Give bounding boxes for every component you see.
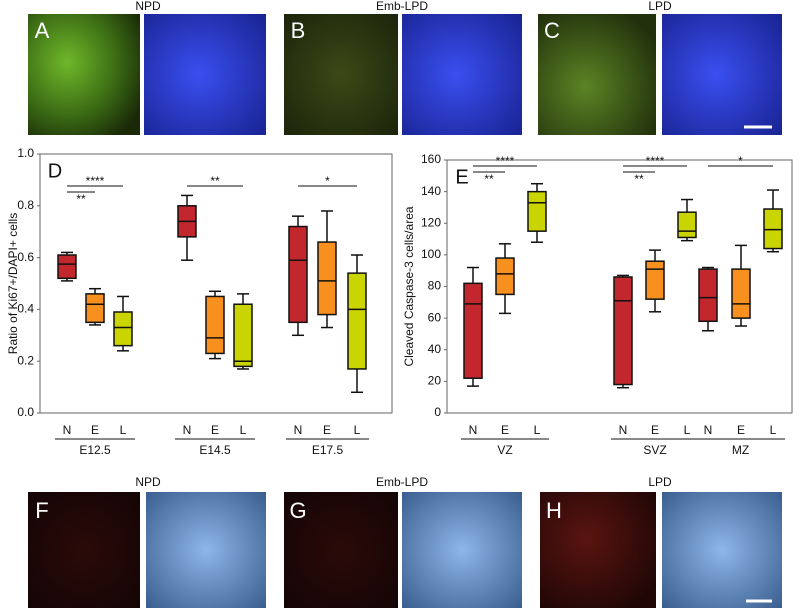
y-tick-label: 0.8 bbox=[17, 198, 34, 212]
box bbox=[347, 272, 367, 370]
y-tick-label: 100 bbox=[421, 247, 441, 261]
box bbox=[205, 295, 225, 355]
image bbox=[28, 492, 140, 608]
image bbox=[538, 14, 656, 135]
group-label: E12.5 bbox=[79, 443, 111, 457]
y-tick-label: 0.2 bbox=[17, 353, 34, 367]
y-tick-label: 20 bbox=[428, 374, 442, 388]
y-tick-label: 80 bbox=[428, 279, 442, 293]
group-label: E17.5 bbox=[312, 443, 344, 457]
box bbox=[731, 268, 751, 319]
image bbox=[662, 14, 782, 135]
image-panels bbox=[28, 14, 782, 608]
y-axis-label: Ratio of Ki67+/DAPI+ cells bbox=[6, 213, 20, 354]
image bbox=[144, 14, 266, 135]
group-label: E14.5 bbox=[199, 443, 231, 457]
y-tick-label: 40 bbox=[428, 342, 442, 356]
box bbox=[495, 257, 515, 296]
significance-label: **** bbox=[496, 154, 515, 168]
significance-label: ** bbox=[484, 172, 494, 186]
y-tick-label: 0 bbox=[434, 405, 441, 419]
panel-letter: B bbox=[291, 18, 306, 43]
box bbox=[463, 282, 483, 379]
panel-letter: A bbox=[35, 18, 50, 43]
panel-title: Emb-LPD bbox=[376, 0, 428, 13]
panel-title: Emb-LPD bbox=[376, 475, 428, 489]
image bbox=[402, 14, 522, 135]
image bbox=[284, 14, 398, 135]
y-axis-label: Cleaved Caspase-3 cells/area bbox=[402, 206, 416, 366]
image bbox=[540, 492, 656, 608]
x-tick-label: N bbox=[704, 423, 713, 437]
x-tick-label: N bbox=[63, 423, 72, 437]
x-tick-label: L bbox=[770, 423, 777, 437]
group-label: SVZ bbox=[643, 443, 666, 457]
box bbox=[613, 276, 633, 386]
image bbox=[28, 14, 140, 135]
panel-title: NPD bbox=[135, 475, 161, 489]
box bbox=[645, 260, 665, 300]
y-tick-label: 0.4 bbox=[17, 302, 34, 316]
panel-letter: G bbox=[289, 498, 306, 523]
x-tick-label: E bbox=[501, 423, 509, 437]
image bbox=[402, 492, 522, 608]
x-tick-label: N bbox=[183, 423, 192, 437]
x-tick-label: L bbox=[684, 423, 691, 437]
significance-label: **** bbox=[86, 174, 105, 188]
x-tick-label: L bbox=[534, 423, 541, 437]
box bbox=[527, 190, 547, 232]
panel-letter: E bbox=[455, 166, 468, 188]
image bbox=[662, 492, 782, 608]
y-tick-label: 0.6 bbox=[17, 250, 34, 264]
significance-label: ** bbox=[76, 192, 86, 206]
significance-label: **** bbox=[646, 154, 665, 168]
box bbox=[57, 254, 77, 280]
significance-label: * bbox=[325, 174, 330, 188]
x-tick-label: E bbox=[91, 423, 99, 437]
x-tick-label: N bbox=[469, 423, 478, 437]
group-label: MZ bbox=[732, 443, 749, 457]
y-tick-label: 0.0 bbox=[17, 405, 34, 419]
panel-title: LPD bbox=[648, 475, 672, 489]
group-label: VZ bbox=[497, 443, 512, 457]
panel-letter: D bbox=[48, 160, 62, 182]
box bbox=[85, 293, 105, 324]
x-tick-label: N bbox=[619, 423, 628, 437]
x-tick-label: E bbox=[211, 423, 219, 437]
panel-letter-bg bbox=[44, 158, 66, 184]
panel-title: NPD bbox=[135, 0, 161, 13]
x-tick-label: E bbox=[651, 423, 659, 437]
significance-label: * bbox=[738, 154, 743, 168]
panel-title: LPD bbox=[648, 0, 672, 13]
box bbox=[288, 225, 308, 324]
image bbox=[146, 492, 266, 608]
box bbox=[698, 268, 718, 323]
box bbox=[233, 303, 253, 368]
panel-letter-bg bbox=[451, 164, 473, 190]
y-tick-label: 140 bbox=[421, 184, 441, 198]
x-tick-label: N bbox=[294, 423, 303, 437]
significance-label: ** bbox=[634, 172, 644, 186]
y-tick-label: 1.0 bbox=[17, 146, 34, 160]
box bbox=[113, 311, 133, 347]
y-tick-label: 160 bbox=[421, 152, 441, 166]
box bbox=[317, 241, 337, 316]
x-tick-label: L bbox=[120, 423, 127, 437]
box bbox=[677, 211, 697, 239]
x-tick-label: L bbox=[240, 423, 247, 437]
y-tick-label: 60 bbox=[428, 310, 442, 324]
plot-frame bbox=[39, 153, 393, 414]
y-tick-label: 120 bbox=[421, 215, 441, 229]
panel-letter: C bbox=[544, 18, 560, 43]
x-tick-label: L bbox=[354, 423, 361, 437]
box bbox=[763, 208, 783, 250]
panel-letter: F bbox=[35, 498, 48, 523]
image bbox=[284, 492, 398, 608]
x-tick-label: E bbox=[737, 423, 745, 437]
panel-letter: H bbox=[546, 498, 562, 523]
x-tick-label: E bbox=[323, 423, 331, 437]
significance-label: ** bbox=[210, 174, 220, 188]
